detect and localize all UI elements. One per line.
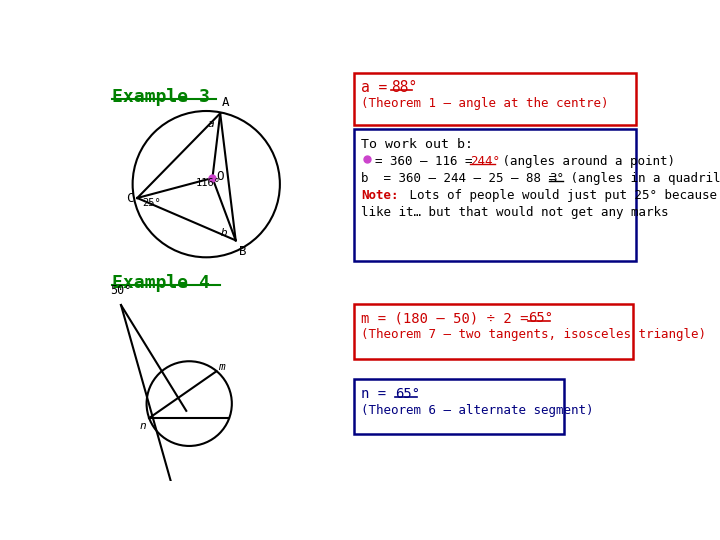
Text: a =: a = [361, 80, 396, 95]
Text: Example 4: Example 4 [112, 274, 210, 292]
Text: 65°: 65° [395, 387, 420, 401]
Text: n =: n = [361, 387, 395, 401]
Text: (Theorem 7 – two tangents, isosceles triangle): (Theorem 7 – two tangents, isosceles tri… [361, 328, 706, 341]
Text: B: B [239, 245, 246, 258]
Text: (angles in a quadrilateral): (angles in a quadrilateral) [563, 172, 720, 185]
Text: 50°: 50° [110, 284, 132, 297]
FancyBboxPatch shape [354, 129, 636, 261]
Text: C: C [127, 192, 134, 205]
Text: 25°: 25° [142, 198, 161, 208]
FancyBboxPatch shape [354, 72, 636, 125]
Text: (Theorem 6 – alternate segment): (Theorem 6 – alternate segment) [361, 403, 594, 416]
Text: (Theorem 1 – angle at the centre): (Theorem 1 – angle at the centre) [361, 97, 608, 110]
Text: = 360 – 116 =: = 360 – 116 = [375, 155, 480, 168]
Text: Lots of people would just put 25° because it looks: Lots of people would just put 25° becaus… [402, 189, 720, 202]
Text: 116°: 116° [195, 178, 220, 188]
Text: O: O [216, 170, 224, 183]
Text: n: n [140, 421, 147, 431]
Text: 244°: 244° [469, 155, 500, 168]
Text: b: b [220, 228, 227, 238]
FancyBboxPatch shape [354, 303, 632, 359]
Text: 3°: 3° [549, 172, 564, 185]
Text: like it… but that would not get any marks: like it… but that would not get any mark… [361, 206, 669, 219]
Text: Example 3: Example 3 [112, 88, 210, 106]
Text: 65°: 65° [528, 311, 553, 325]
FancyBboxPatch shape [354, 379, 564, 434]
Text: A: A [222, 97, 229, 110]
Text: Note:: Note: [361, 189, 399, 202]
Text: m: m [218, 362, 225, 372]
Text: To work out b:: To work out b: [361, 138, 473, 151]
Text: m = (180 – 50) ÷ 2 =: m = (180 – 50) ÷ 2 = [361, 311, 537, 325]
Text: (angles around a point): (angles around a point) [495, 155, 675, 168]
Text: 88°: 88° [391, 80, 417, 95]
Text: b  = 360 – 244 – 25 – 88 =: b = 360 – 244 – 25 – 88 = [361, 172, 564, 185]
Text: a: a [208, 119, 215, 129]
